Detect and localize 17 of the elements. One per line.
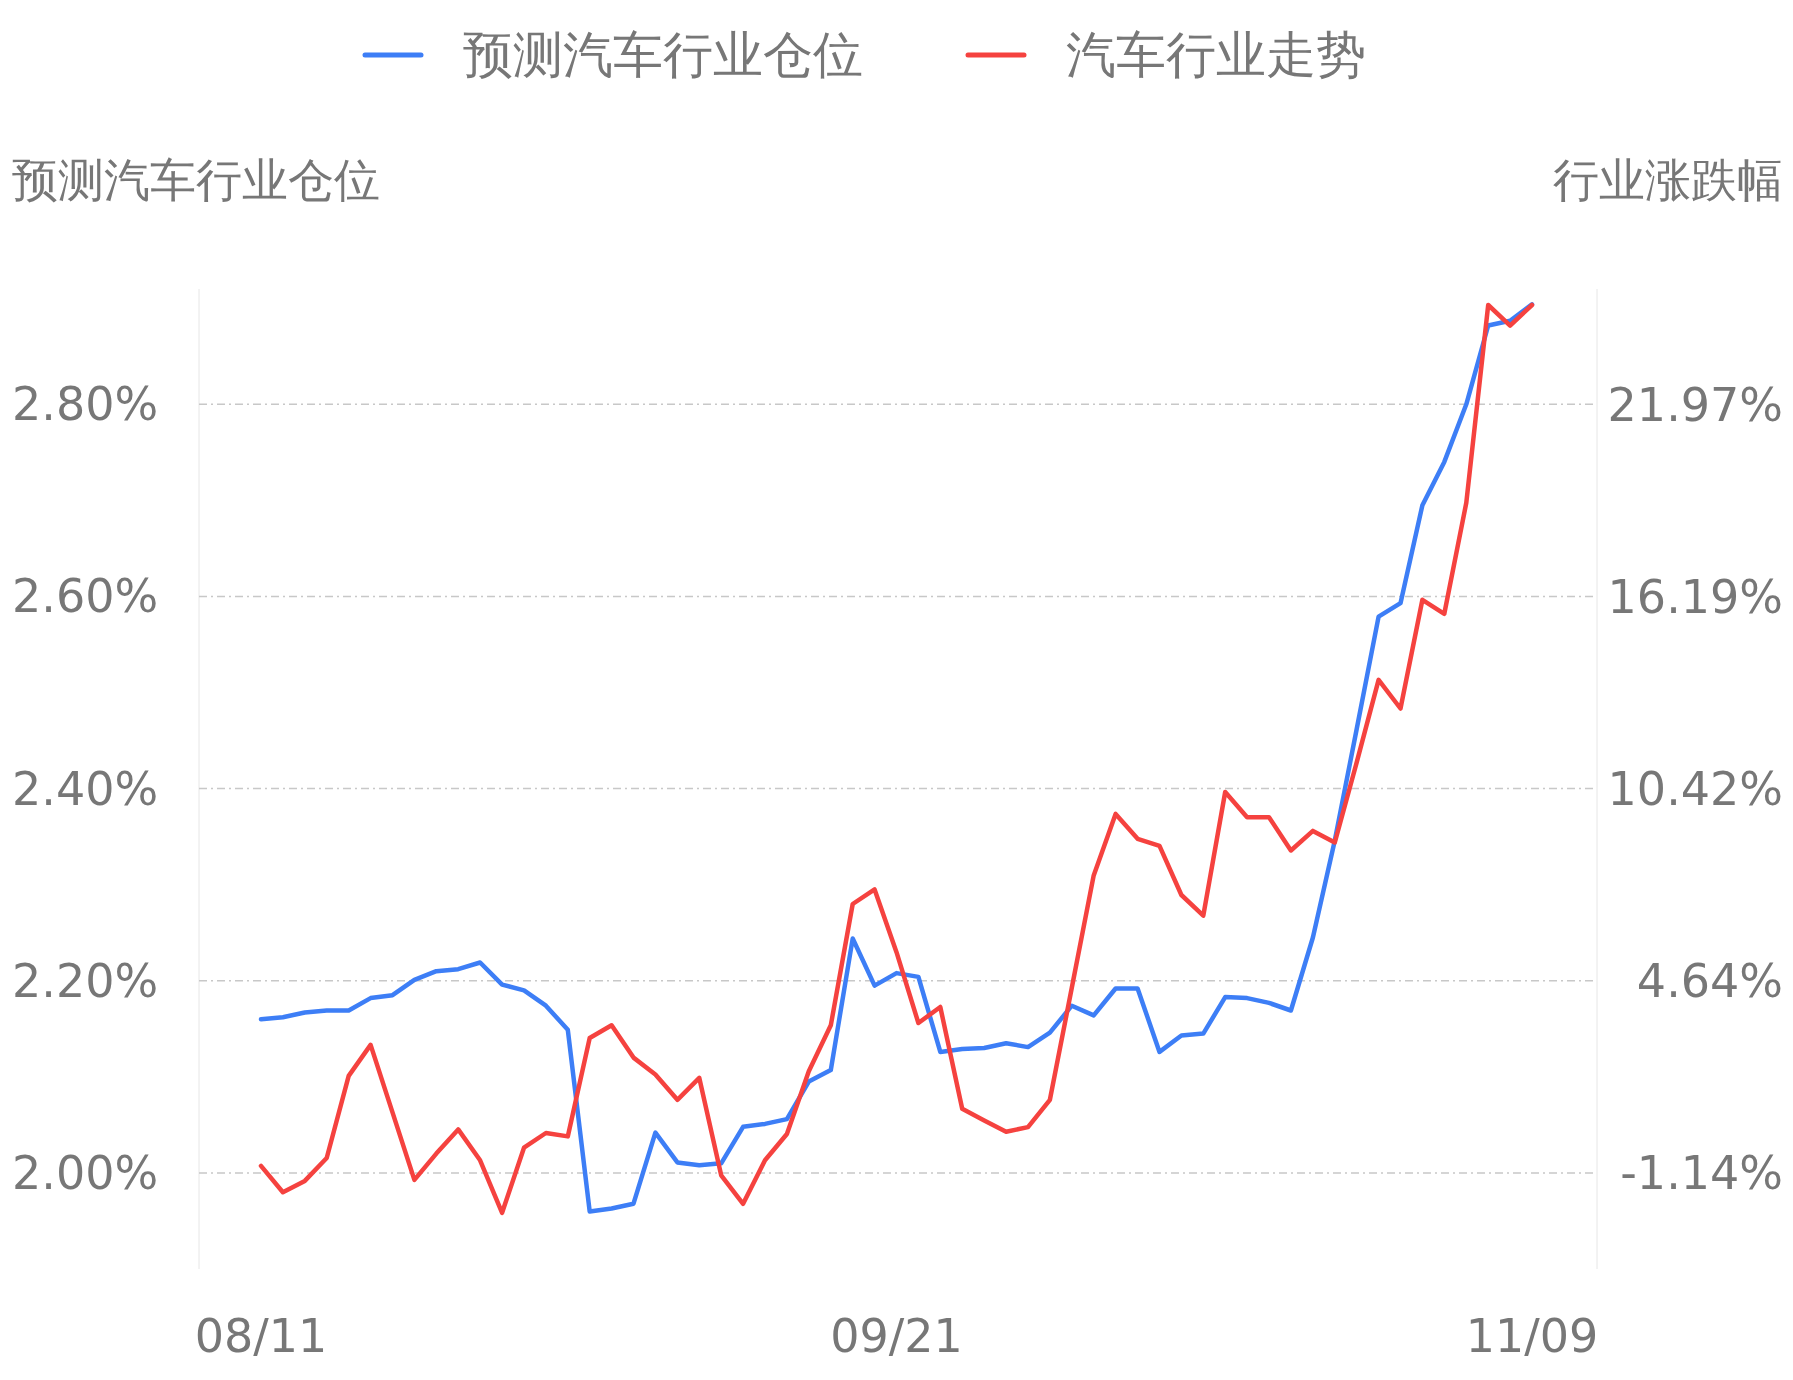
y-tick-label: 2.20% <box>12 953 159 1008</box>
y2-tick-label: 4.64% <box>1636 953 1783 1008</box>
legend-label: 汽车行业走势 <box>1066 26 1366 84</box>
legend-label: 预测汽车行业仓位 <box>463 26 863 84</box>
y-tick-label: 2.80% <box>12 377 159 432</box>
y-axis-title: 预测汽车行业仓位 <box>12 153 380 207</box>
y2-axis-title: 行业涨跌幅 <box>1553 153 1783 207</box>
x-tick-label: 08/11 <box>194 1309 328 1363</box>
x-tick-label: 09/21 <box>830 1309 963 1363</box>
y2-tick-label: -1.14% <box>1620 1145 1783 1200</box>
y-tick-label: 2.40% <box>12 761 159 816</box>
y-tick-label: 2.60% <box>12 569 159 624</box>
y2-tick-label: 10.42% <box>1607 761 1783 816</box>
y2-tick-label: 16.19% <box>1607 569 1783 624</box>
x-tick-label: 11/09 <box>1465 1309 1599 1363</box>
y2-tick-label: 21.97% <box>1607 377 1783 432</box>
y-tick-label: 2.00% <box>12 1145 159 1200</box>
